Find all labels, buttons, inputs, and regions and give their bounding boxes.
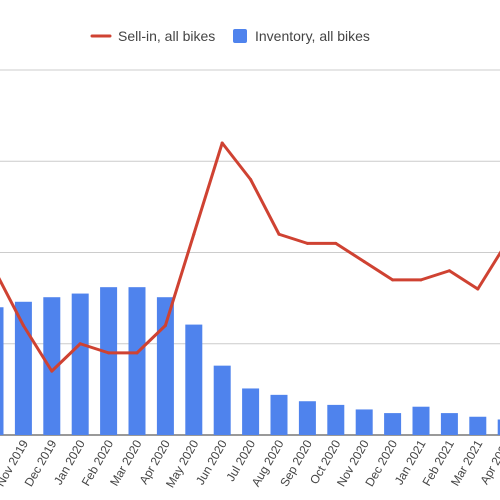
- sell-in-point: [362, 260, 366, 264]
- sell-in-point: [78, 342, 82, 346]
- sell-in-point: [21, 324, 25, 327]
- inventory-bar: [270, 394, 288, 435]
- inventory-bar: [43, 297, 61, 435]
- legend-label-inventory: Inventory, all bikes: [255, 28, 370, 44]
- inventory-bar: [242, 388, 260, 435]
- sell-in-point: [391, 278, 395, 282]
- legend-item-sell-in[interactable]: Sell-in, all bikes: [90, 28, 215, 44]
- inventory-bar: [100, 287, 118, 435]
- inventory-bar: [384, 413, 402, 435]
- legend-square-marker: [233, 29, 247, 43]
- sell-in-point: [249, 178, 253, 181]
- inventory-bar: [156, 297, 174, 435]
- inventory-bars: [0, 287, 500, 435]
- inventory-bar: [327, 404, 345, 435]
- inventory-bar: [497, 419, 500, 435]
- inventory-bar: [440, 413, 458, 435]
- legend: Sell-in, all bikes Inventory, all bikes: [90, 28, 370, 44]
- sell-in-point: [305, 241, 309, 245]
- sell-in-point: [107, 351, 111, 355]
- inventory-bar: [412, 406, 430, 435]
- inventory-bar: [128, 287, 146, 435]
- inventory-bar: [0, 307, 4, 435]
- sell-in-point: [447, 269, 451, 273]
- sell-in-point: [135, 351, 139, 355]
- inventory-bar: [185, 324, 203, 435]
- legend-item-inventory[interactable]: Inventory, all bikes: [233, 28, 370, 44]
- inventory-bar: [213, 365, 231, 435]
- sell-in-point: [334, 241, 338, 245]
- sell-in-line-group: [0, 141, 500, 373]
- inventory-bar: [355, 409, 373, 435]
- sell-in-point: [50, 369, 54, 373]
- legend-label-sell-in: Sell-in, all bikes: [118, 28, 215, 44]
- sell-in-point: [476, 287, 480, 291]
- sell-in-point: [419, 278, 423, 282]
- sell-in-point: [192, 232, 196, 236]
- inventory-bar: [14, 301, 32, 435]
- inventory-bar: [71, 293, 89, 435]
- sell-in-point: [220, 141, 224, 145]
- inventory-bar: [469, 416, 487, 435]
- sell-in-point: [277, 232, 281, 236]
- inventory-bar: [298, 401, 316, 435]
- sell-in-point: [163, 324, 167, 327]
